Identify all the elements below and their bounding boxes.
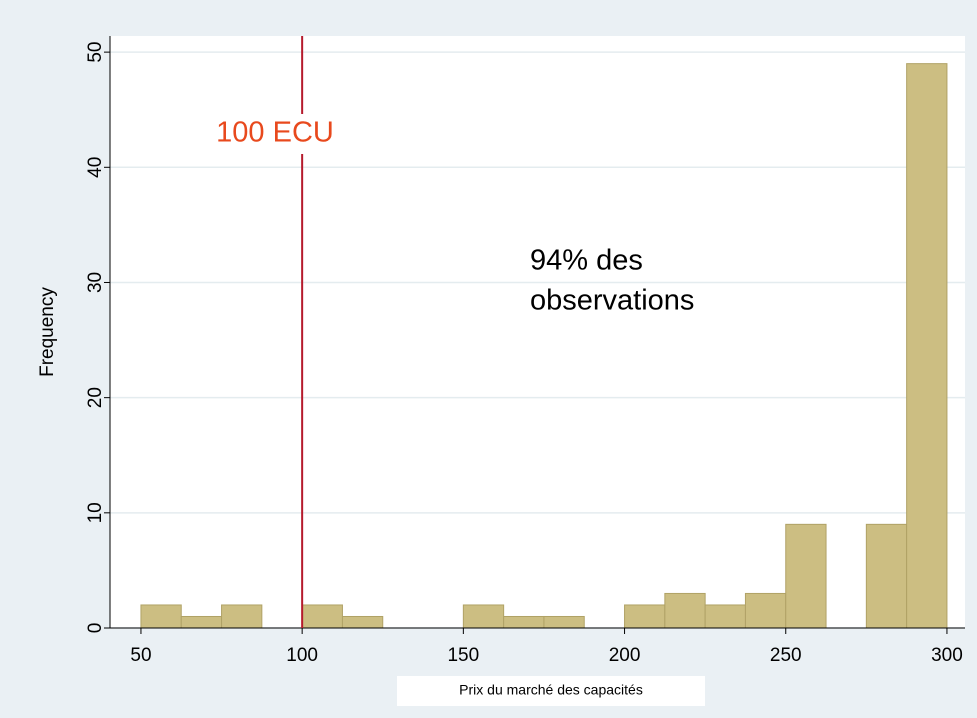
bar <box>906 63 948 629</box>
bar <box>462 604 505 629</box>
bar <box>744 592 787 629</box>
annotation: observations <box>530 285 694 317</box>
y-tick-label: 30 <box>85 272 106 293</box>
y-tick-label: 20 <box>85 387 106 408</box>
x-axis-label: Prix du marché des capacités <box>459 682 643 698</box>
x-tick-label: 300 <box>931 645 963 666</box>
bar <box>865 523 908 629</box>
bar <box>785 523 827 629</box>
x-tick-label: 50 <box>130 645 151 666</box>
bar <box>704 604 746 629</box>
bar <box>221 604 263 629</box>
y-tick-label: 0 <box>85 623 106 634</box>
x-tick-label: 100 <box>286 645 318 666</box>
bar <box>140 604 182 629</box>
bar <box>180 615 223 629</box>
y-axis-label: Frequency <box>37 287 58 377</box>
annotation: 94% des <box>530 245 643 277</box>
bar <box>503 615 545 629</box>
bar <box>624 604 666 629</box>
y-tick-label: 50 <box>85 42 106 63</box>
x-tick-label: 150 <box>447 645 479 666</box>
x-label-box <box>397 676 705 706</box>
bar <box>543 615 585 629</box>
bar <box>301 604 343 629</box>
annotation-background <box>202 114 348 154</box>
x-tick-label: 250 <box>770 645 802 666</box>
bar <box>341 615 384 629</box>
y-tick-label: 40 <box>85 157 106 178</box>
annotation: 100 ECU <box>216 117 334 149</box>
bar <box>664 592 706 629</box>
y-tick-label: 10 <box>85 502 106 523</box>
x-tick-label: 200 <box>609 645 641 666</box>
